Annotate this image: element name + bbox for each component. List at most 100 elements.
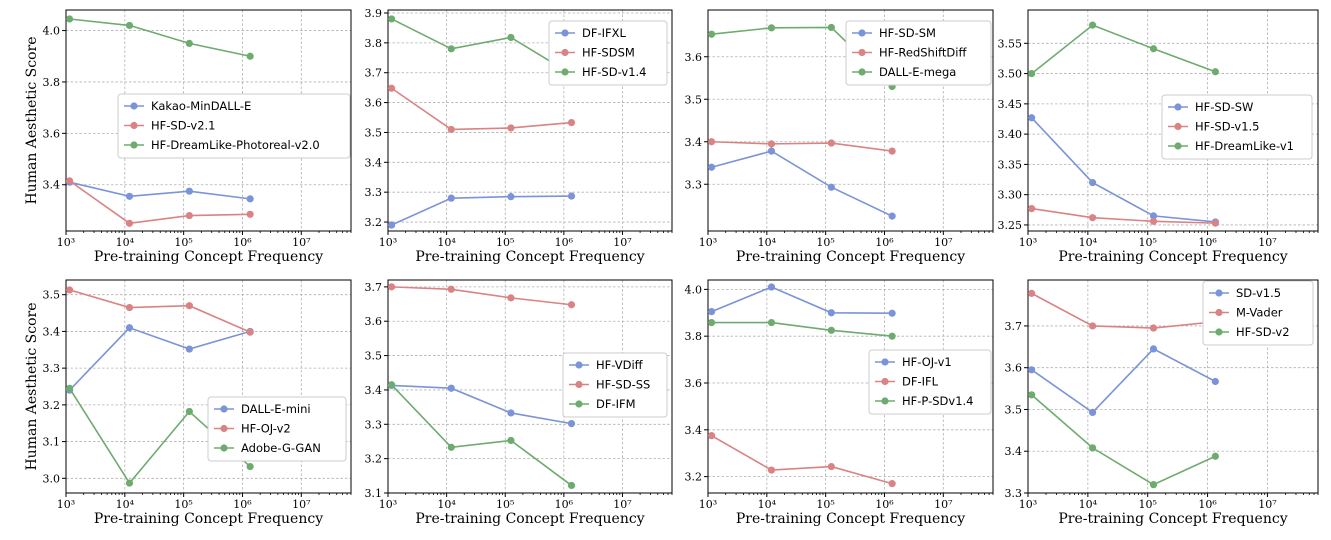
data-point [125,303,134,312]
y-tick-label: 3.5 [365,126,383,139]
y-tick-label: 3.4 [43,325,61,338]
data-point [246,52,254,60]
series-line-3 [69,18,251,58]
data-point [707,307,716,316]
x-tick-label: 10⁴ [1079,236,1098,249]
series-line-3 [390,384,572,487]
legend-swatch-marker [858,48,866,57]
legend-swatch-marker [858,29,866,37]
x-tick-label: 10⁵ [496,236,514,249]
y-tick-label: 3.40 [998,128,1023,141]
y-tick-label: 3.4 [685,136,703,149]
x-axis-label: Pre-training Concept Frequency [94,511,323,527]
data-point [888,147,896,155]
x-axis-label: Pre-training Concept Frequency [1058,249,1287,265]
data-point [827,139,835,147]
plot-frame [707,9,994,232]
data-point [447,125,455,134]
x-tick-label: 10⁵ [174,498,192,511]
legend-label: Adobe-G-GAN [241,441,321,455]
x-tick-label: 10³ [57,498,75,511]
legend-swatch-marker [561,48,569,57]
data-point [447,285,455,293]
y-tick-label: 3.5 [43,289,61,302]
data-point [707,30,716,38]
legend-swatch-marker [1174,103,1182,111]
legend-label: DF-IFXL [582,26,627,40]
x-tick-label: 10³ [1019,236,1037,249]
data-point [1088,214,1097,222]
x-tick-label: 10⁶ [875,236,894,249]
x-axis-label: Pre-training Concept Frequency [415,511,644,527]
legend-label: HF-RedShiftDiff [879,46,967,60]
chart-panel-8: 10³ 10⁴ 10⁵ 10⁶ 10⁷ 3.3 3.4 3.5 3.6 3.7 Pre-traini… [1005,279,1319,527]
data-point [447,45,455,53]
series-line-2 [711,140,893,152]
y-tick-label: 3.5 [365,350,383,363]
x-tick-label: 10⁷ [1258,498,1277,511]
legend-label: HF-SD-SW [1195,100,1253,114]
x-tick-label: 10³ [699,236,717,249]
legend-label: DF-IFM [596,397,636,411]
x-tick-label: 10⁵ [1138,236,1156,249]
series-line-3 [1031,394,1216,486]
x-axis-label: Pre-training Concept Frequency [736,249,965,265]
y-tick-label: 3.2 [365,453,383,466]
chart-panel-5: 10³ 10⁴ 10⁵ 10⁶ 10⁷ 3.0 3.1 3.2 3.3 3.4 3.5 Pre-tra… [24,279,352,527]
series-line-3 [391,18,572,75]
data-point [507,193,515,201]
legend-label: HF-SD-v2 [1236,325,1290,339]
y-tick-label: 3.30 [998,189,1023,202]
y-tick-label: 4.0 [43,25,61,38]
data-point [767,147,776,155]
legend: HF-SD-SM HF-RedShiftDiff DALL-E-mega [845,20,992,86]
x-tick-label: 10⁷ [1258,236,1277,249]
chart-panel-2: 10³ 10⁴ 10⁵ 10⁶ 10⁷ 3.2 3.3 3.4 3.5 3.6 3.7 3.8 3.9 P… [365,7,673,265]
y-axis-label: Human Aesthetic Score [24,36,40,204]
y-tick-label: 3.8 [685,330,703,343]
data-point [1028,366,1036,374]
legend-swatch-marker [220,444,228,452]
y-tick-label: 3.0 [43,472,61,485]
x-tick-label: 10⁶ [1198,236,1217,249]
x-tick-label: 10⁴ [437,498,456,511]
data-point [767,283,776,291]
data-point [507,409,515,417]
y-tick-label: 3.7 [365,67,383,80]
plot-frame [1027,279,1319,494]
legend-swatch-marker [575,380,583,389]
x-tick-label: 10⁵ [496,498,514,511]
x-tick-label: 10⁶ [233,236,252,249]
plot-frame [387,279,673,494]
data-point [827,462,835,471]
data-point [707,163,716,171]
y-tick-label: 3.4 [685,424,703,437]
series-line-2 [1031,292,1216,329]
chart-panel-6: 10³ 10⁴ 10⁵ 10⁶ 10⁷ 3.1 3.2 3.3 3.4 3.5 3.6 3.7 Pre-… [365,279,673,527]
y-tick-label: 3.5 [1005,403,1023,416]
y-tick-label: 3.6 [685,51,703,64]
legend-label: HF-SD-SM [879,26,936,40]
legend-swatch-marker [881,358,889,366]
data-point [888,332,896,340]
legend: SD-v1.5 M-Vader HF-SD-v2 [1202,280,1314,346]
y-tick-label: 3.2 [43,399,61,412]
x-tick-label: 10³ [379,498,397,511]
legend-box [562,352,668,418]
x-tick-label: 10⁴ [758,236,777,249]
y-tick-label: 3.6 [1005,362,1023,375]
x-tick-label: 10³ [1019,498,1037,511]
x-tick-label: 10⁴ [758,498,777,511]
legend-box [845,20,992,86]
y-axis-label: Human Aesthetic Score [24,302,40,470]
legend-label: DALL-E-mini [241,402,311,416]
series-line-2 [69,289,251,333]
x-tick-label: 10⁵ [816,236,834,249]
y-tick-label: 3.5 [685,93,703,106]
series-line-3 [711,321,893,337]
x-tick-label: 10⁶ [1198,498,1217,511]
series-line-2 [391,286,572,306]
y-tick-label: 3.45 [998,98,1023,111]
legend-label: HF-OJ-v2 [241,422,291,436]
series-line-1 [1031,117,1216,223]
